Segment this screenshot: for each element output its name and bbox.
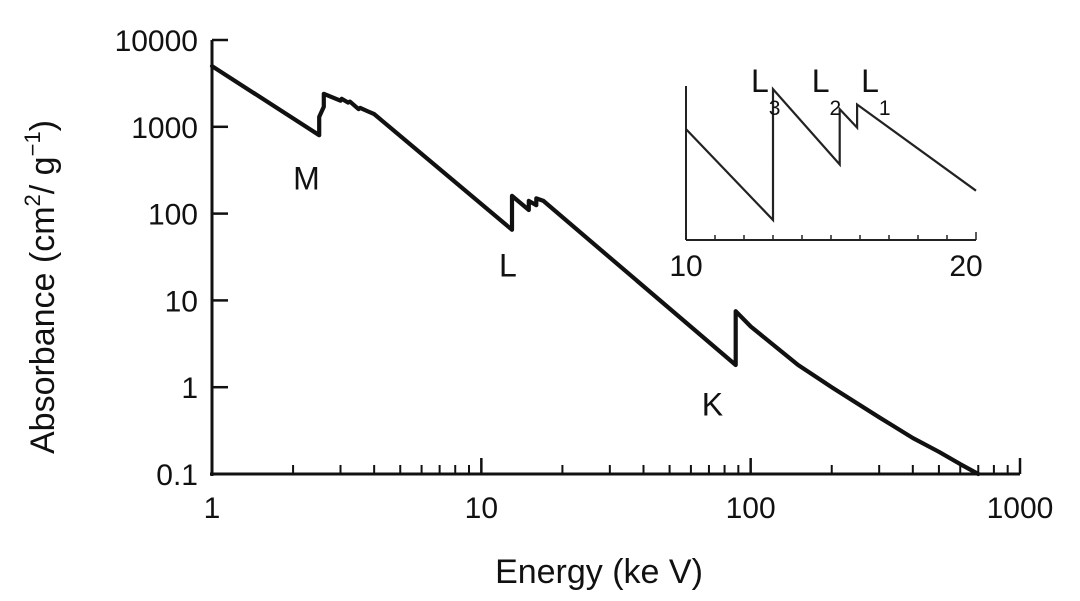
y-tick-label: 10 (165, 285, 198, 318)
y-title-sup: −1 (20, 131, 45, 156)
inset-edge-label-l2: L2 (812, 63, 841, 120)
y-tick-label: 10000 (115, 25, 198, 58)
y-title-part: ) (24, 120, 62, 131)
inset-x-tick-label: 20 (949, 250, 982, 283)
edge-label-k: K (702, 386, 723, 422)
x-tick-label: 1 (204, 492, 221, 525)
y-title-part: / g (24, 156, 62, 194)
edge-label-l: L (499, 247, 517, 283)
x-tick-label: 100 (726, 492, 776, 525)
y-tick-label: 100 (148, 199, 198, 232)
edge-label-m: M (293, 160, 320, 196)
inset-edge-label-l1: L1 (861, 63, 890, 120)
inset-edge-sub: 3 (769, 97, 781, 120)
inset-edge-letter: L (751, 63, 769, 99)
inset-edge-letter: L (812, 63, 830, 99)
x-axis-title: Energy (ke V) (495, 553, 703, 591)
y-axis-title: Absorbance (cm2/ g−1) (20, 120, 62, 454)
inset-edge-sub: 1 (879, 97, 891, 120)
x-tick-label: 1000 (987, 492, 1054, 525)
inset-edge-letter: L (861, 63, 879, 99)
absorbance-curve (209, 63, 981, 477)
y-title-sup: 2 (20, 194, 45, 206)
y-tick-label: 1 (181, 372, 198, 405)
inset-x-tick-label: 10 (669, 250, 702, 283)
inset-edge-label-l3: L3 (751, 63, 780, 120)
y-title-part: Absorbance (cm (24, 206, 62, 454)
inset-edge-sub: 2 (829, 97, 841, 120)
y-tick-label: 0.1 (156, 459, 198, 492)
inset-curve (685, 86, 977, 223)
y-tick-label: 1000 (131, 112, 198, 145)
x-tick-label: 10 (465, 492, 498, 525)
